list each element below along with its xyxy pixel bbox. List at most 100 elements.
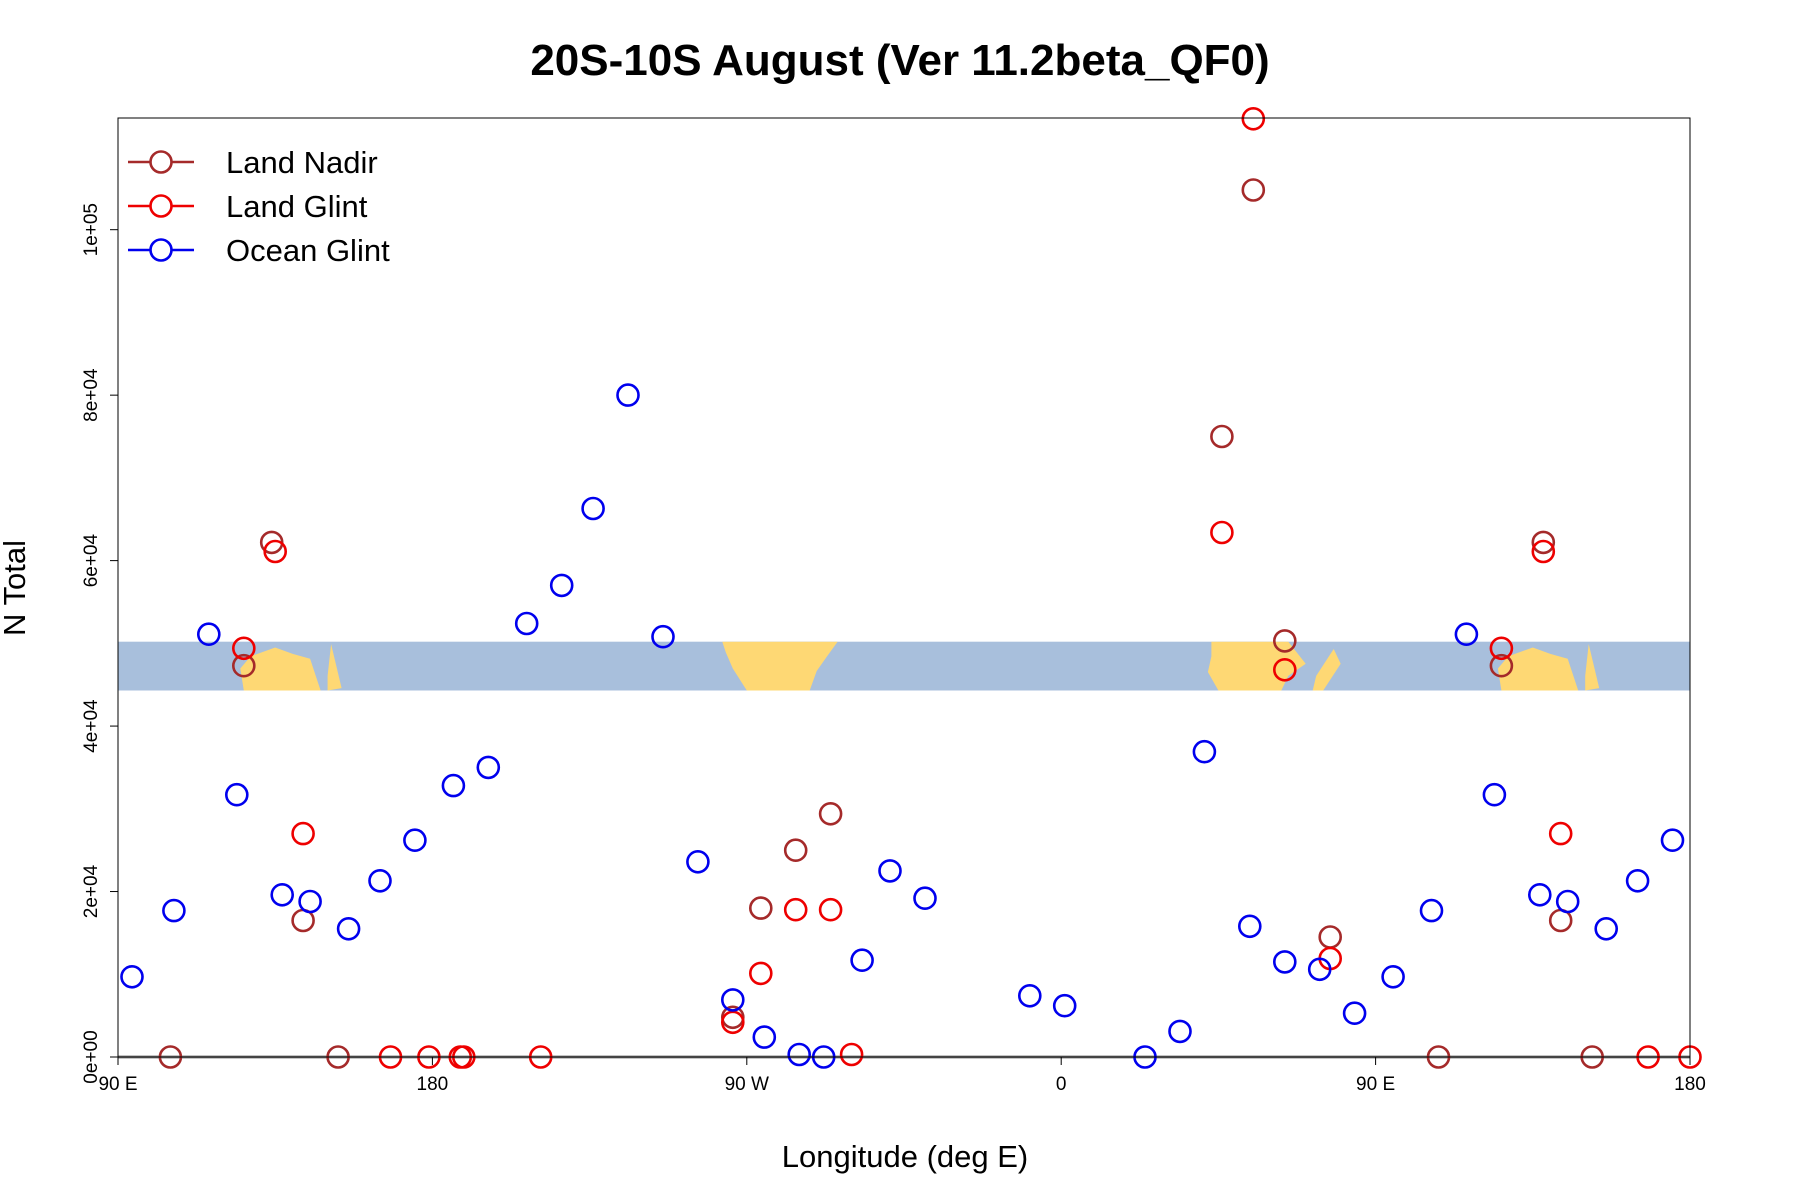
- land-glint-point: [291, 821, 315, 846]
- land-nadir-point: [1531, 530, 1556, 555]
- landmass: [240, 647, 321, 691]
- land-nadir-point: [783, 838, 808, 863]
- land-nadir-point: [1489, 653, 1514, 678]
- land-nadir-point: [1318, 925, 1342, 949]
- land-nadir-legend-marker: [149, 150, 173, 174]
- ocean-glint-point: [441, 773, 466, 798]
- landmass: [1585, 644, 1600, 691]
- y-axis: 0e+00 2e+04 4e+04 6e+04 8e+04 1e+05: [81, 203, 118, 1084]
- land-glint-point: [1241, 107, 1266, 131]
- land-nadir-legend-label: Land Nadir: [226, 145, 378, 180]
- ocean-glint-point: [225, 782, 249, 807]
- ocean-glint-point: [403, 828, 427, 853]
- land-glint-point: [1273, 657, 1297, 682]
- x-tick-label: 180: [1674, 1074, 1706, 1095]
- ocean-glint-point: [651, 624, 675, 649]
- ocean-glint-point: [752, 1025, 777, 1049]
- ocean-glint-point: [913, 886, 937, 911]
- land-glint-point: [720, 1010, 745, 1035]
- ocean-glint-point: [1625, 868, 1650, 893]
- land-glint-point: [1548, 821, 1573, 846]
- ocean-glint-point: [120, 964, 144, 989]
- data-points: [120, 107, 1702, 1069]
- land-glint-point: [263, 539, 288, 564]
- ocean-glint-point: [162, 898, 186, 923]
- land-glint-point: [839, 1042, 864, 1067]
- land-nadir-point: [1273, 629, 1297, 653]
- ocean-glint-point: [787, 1042, 812, 1067]
- land-nadir-point: [232, 653, 256, 678]
- chart-title: 20S-10S August (Ver 11.2beta_QF0): [530, 36, 1269, 85]
- y-tick-label: 8e+04: [81, 368, 102, 422]
- ocean-glint-point: [1381, 964, 1405, 989]
- landmass: [722, 641, 838, 691]
- ocean-glint-point: [720, 988, 745, 1012]
- landmass: [1207, 641, 1306, 691]
- x-axis: 90 E 180 90 W 0 90 E 180: [98, 1057, 1706, 1095]
- ocean-glint-point: [686, 849, 710, 874]
- ocean-glint-point: [298, 889, 322, 914]
- land-glint-point: [1210, 520, 1234, 545]
- x-tick-label: 90 E: [1356, 1074, 1395, 1095]
- ocean-glint-point: [1594, 916, 1618, 941]
- ocean-glint-point: [581, 496, 605, 521]
- ocean-glint-point: [197, 622, 221, 647]
- x-tick-label: 90 E: [98, 1074, 137, 1095]
- land-glint-point: [1531, 539, 1556, 564]
- ocean-glint-point: [1342, 1001, 1367, 1026]
- x-tick-label: 180: [417, 1074, 449, 1095]
- land-glint-point: [1489, 636, 1514, 661]
- ocean-glint-point: [1192, 739, 1217, 764]
- land-glint-point: [748, 961, 773, 986]
- legend: Land Nadir Land Glint Ocean Glint: [128, 145, 390, 268]
- ocean-glint-point: [1238, 914, 1262, 939]
- ocean-glint-point: [514, 611, 539, 636]
- ocean-glint-point: [1482, 782, 1507, 807]
- land-glint-point: [818, 897, 843, 922]
- y-tick-label: 4e+04: [81, 699, 102, 753]
- land-glint-legend-label: Land Glint: [226, 189, 368, 224]
- y-tick-label: 6e+04: [81, 534, 102, 588]
- ocean-background: [118, 641, 1690, 691]
- ocean-glint-point: [1454, 622, 1479, 647]
- ocean-glint-point: [1273, 950, 1297, 974]
- y-axis-label: N Total: [0, 540, 32, 636]
- land-glint-point: [232, 636, 256, 661]
- plot-frame: [117, 117, 1691, 1058]
- x-tick-label: 0: [1056, 1074, 1067, 1095]
- land-nadir-point: [748, 896, 773, 920]
- ocean-glint-point: [1052, 993, 1077, 1018]
- world-map-strip: [118, 641, 1690, 691]
- y-tick-label: 1e+05: [81, 203, 102, 256]
- ocean-glint-point: [1168, 1019, 1192, 1044]
- ocean-glint-point: [878, 859, 902, 883]
- landmass: [1312, 649, 1341, 691]
- ocean-glint-point: [1018, 983, 1042, 1008]
- ocean-glint-point: [1307, 957, 1332, 982]
- ocean-glint-point: [1419, 898, 1444, 923]
- landmass: [1497, 647, 1579, 691]
- ocean-glint-point: [336, 916, 361, 941]
- land-glint-legend-marker: [149, 194, 173, 218]
- ocean-glint-point: [368, 868, 392, 893]
- x-axis-label: Longitude (deg E): [782, 1139, 1028, 1174]
- ocean-glint-point: [616, 383, 640, 407]
- ocean-glint-legend-marker: [149, 238, 173, 262]
- landmass: [327, 644, 342, 691]
- ocean-glint-point: [1528, 882, 1552, 907]
- land-nadir-point: [818, 801, 843, 826]
- land-glint-point: [783, 897, 808, 922]
- ocean-glint-point: [476, 755, 501, 780]
- y-tick-label: 0e+00: [81, 1030, 102, 1083]
- y-tick-label: 2e+04: [81, 864, 102, 918]
- ocean-glint-point: [1660, 828, 1685, 853]
- x-tick-label: 90 W: [725, 1074, 769, 1095]
- ocean-glint-point: [270, 882, 295, 907]
- ocean-glint-legend-label: Ocean Glint: [226, 233, 390, 268]
- land-nadir-point: [1241, 178, 1266, 202]
- ocean-glint-point: [549, 573, 574, 598]
- ocean-glint-point: [850, 948, 874, 973]
- ocean-glint-point: [1555, 889, 1580, 914]
- land-nadir-point: [1210, 424, 1234, 449]
